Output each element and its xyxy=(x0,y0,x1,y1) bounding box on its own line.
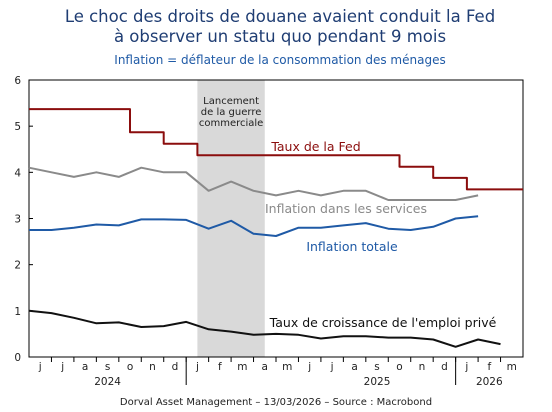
x-tick-label: j xyxy=(464,361,468,373)
series-line xyxy=(29,108,523,191)
year-label: 2026 xyxy=(476,376,503,388)
y-tick-label: 1 xyxy=(14,306,21,318)
y-tick-label: 3 xyxy=(14,214,21,226)
x-tick-label: m xyxy=(237,361,247,373)
series-label: Taux de la Fed xyxy=(270,139,360,154)
series-line xyxy=(29,215,479,237)
x-tick-label: o xyxy=(396,361,402,373)
x-tick-label: a xyxy=(82,361,88,373)
x-tick-label: a xyxy=(262,361,268,373)
shaded-region-label: de la guerre xyxy=(201,107,262,118)
x-tick-label: m xyxy=(282,361,292,373)
chart-title-line: à observer un statu quo pendant 9 mois xyxy=(114,27,446,46)
x-tick-label: n xyxy=(419,361,426,373)
shaded-region-label: Lancement xyxy=(203,96,259,107)
series-label: Inflation dans les services xyxy=(265,201,427,216)
chart-subtitle: Inflation = déflateur de la consommation… xyxy=(114,53,445,67)
x-tick-label: n xyxy=(149,361,156,373)
x-tick-label: f xyxy=(218,361,222,373)
y-tick-label: 2 xyxy=(14,260,21,272)
x-tick-label: s xyxy=(374,361,379,373)
chart-title: Le choc des droits de douane avaient con… xyxy=(65,7,495,46)
x-tick-label: a xyxy=(351,361,357,373)
y-tick-label: 4 xyxy=(14,167,21,179)
x-tick-label: j xyxy=(38,361,42,373)
x-tick-label: j xyxy=(330,361,334,373)
shaded-region-label: commerciale xyxy=(199,118,263,129)
chart-source: Dorval Asset Management – 13/03/2026 – S… xyxy=(120,397,432,408)
series-line xyxy=(28,309,501,348)
chart-title-line: Le choc des droits de douane avaient con… xyxy=(65,7,495,26)
x-tick-label: s xyxy=(105,361,110,373)
shaded-region xyxy=(197,80,265,357)
x-tick-label: j xyxy=(60,361,64,373)
x-tick-label: f xyxy=(487,361,491,373)
x-tick-label: j xyxy=(195,361,199,373)
series-label: Inflation totale xyxy=(306,239,398,254)
y-tick-label: 6 xyxy=(14,75,21,87)
series-line xyxy=(28,166,479,201)
year-label: 2024 xyxy=(94,376,121,388)
x-tick-label: j xyxy=(307,361,311,373)
x-tick-label: m xyxy=(507,361,517,373)
year-label: 2025 xyxy=(364,376,391,388)
y-tick-label: 0 xyxy=(14,352,21,364)
x-tick-label: d xyxy=(441,361,448,373)
x-tick-label: o xyxy=(127,361,133,373)
x-tick-label: d xyxy=(172,361,179,373)
series-label: Taux de croissance de l'emploi privé xyxy=(269,315,497,330)
y-tick-label: 5 xyxy=(14,121,21,133)
